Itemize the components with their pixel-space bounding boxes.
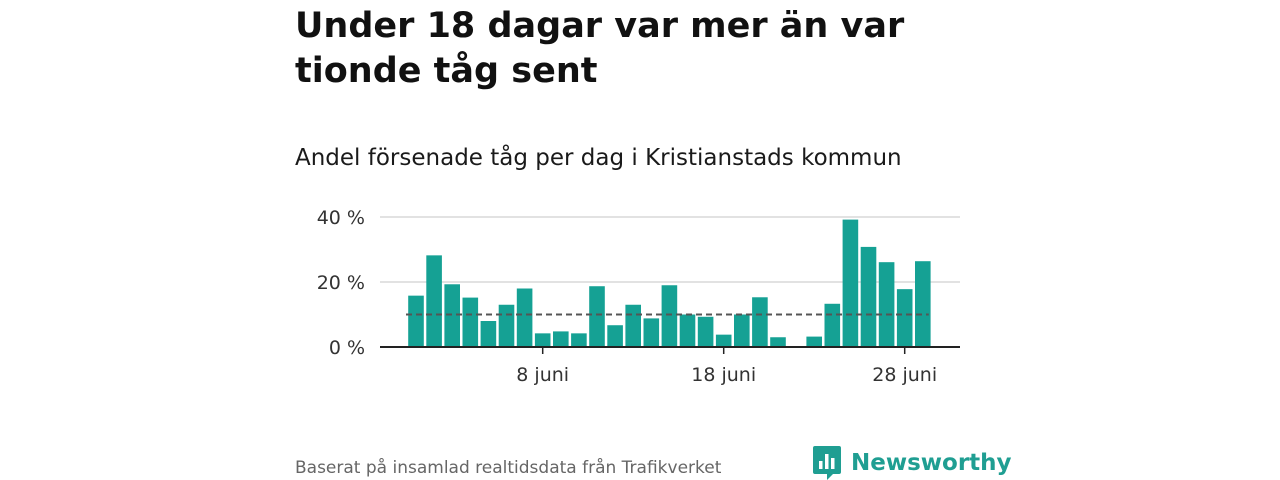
brand-name: Newsworthy <box>851 450 1012 476</box>
bar <box>643 318 660 347</box>
bar <box>715 334 732 347</box>
bar <box>806 336 822 347</box>
source-note: Baserat på insamlad realtidsdata från Tr… <box>295 458 722 478</box>
bar <box>679 314 696 347</box>
bar <box>896 289 913 347</box>
x-tick-label: 28 juni <box>872 364 937 386</box>
y-tick-label: 40 % <box>317 207 365 229</box>
bar <box>516 288 533 347</box>
x-tick-label: 18 juni <box>691 364 756 386</box>
bar <box>498 304 515 347</box>
x-tick-label: 8 juni <box>516 364 569 386</box>
bar <box>860 246 877 347</box>
y-tick-label: 20 % <box>317 272 365 294</box>
bar <box>480 321 497 347</box>
bar <box>625 304 641 347</box>
newsworthy-logo-icon <box>813 446 841 480</box>
bar <box>734 314 750 347</box>
bar <box>752 297 768 347</box>
bar <box>553 331 569 347</box>
chart-title: Under 18 dagar var mer än var tionde tåg… <box>295 6 905 91</box>
bar <box>878 262 895 347</box>
chart-subtitle: Andel försenade tåg per dag i Kristianst… <box>295 145 902 171</box>
bar <box>842 219 859 347</box>
bar <box>607 325 623 347</box>
bar <box>462 297 479 347</box>
bar <box>915 261 931 347</box>
y-tick-label: 0 % <box>329 337 365 359</box>
bar <box>770 337 786 347</box>
bar <box>408 295 424 347</box>
brand-logo: Newsworthy <box>813 446 1012 480</box>
bar <box>571 333 587 347</box>
bar <box>444 284 460 347</box>
bar <box>697 316 714 347</box>
bar <box>661 285 678 347</box>
bar <box>426 255 442 347</box>
bar <box>534 333 551 347</box>
bar <box>824 303 841 347</box>
bar <box>589 286 605 347</box>
